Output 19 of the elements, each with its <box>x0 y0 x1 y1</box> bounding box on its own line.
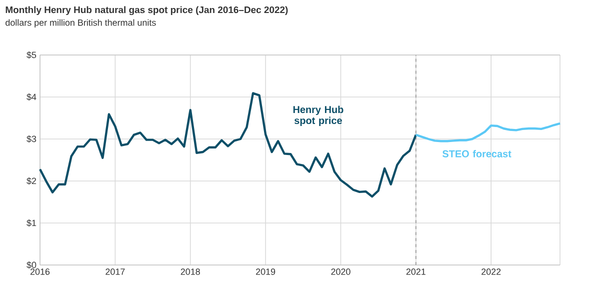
series-label: STEO forecast <box>442 150 512 158</box>
y-tick-label: $4 <box>26 93 36 101</box>
line-series <box>414 122 562 142</box>
text: Henry Hub spot price <box>293 106 344 126</box>
line-series <box>38 92 418 198</box>
x-tick-label: 2016 <box>30 268 50 275</box>
x-tick-label: 2019 <box>256 268 276 275</box>
x-tick-label: 2020 <box>331 268 350 275</box>
x-tick-label: 2021 <box>406 268 426 275</box>
y-tick-label: $3 <box>26 135 36 143</box>
chart-subtitle: dollars per million British thermal units <box>6 19 156 28</box>
y-tick-label: $2 <box>26 177 36 185</box>
y-tick-label: $5 <box>26 51 36 59</box>
chart-title: Monthly Henry Hub natural gas spot price (Jan 2016–Dec 2022) <box>6 6 288 16</box>
y-tick-label: $0 <box>26 261 36 269</box>
x-tick-label: 2018 <box>180 268 200 275</box>
x-tick-label: 2017 <box>106 268 125 275</box>
y-tick-label: $1 <box>26 219 36 227</box>
x-tick-label: 2022 <box>482 268 501 275</box>
